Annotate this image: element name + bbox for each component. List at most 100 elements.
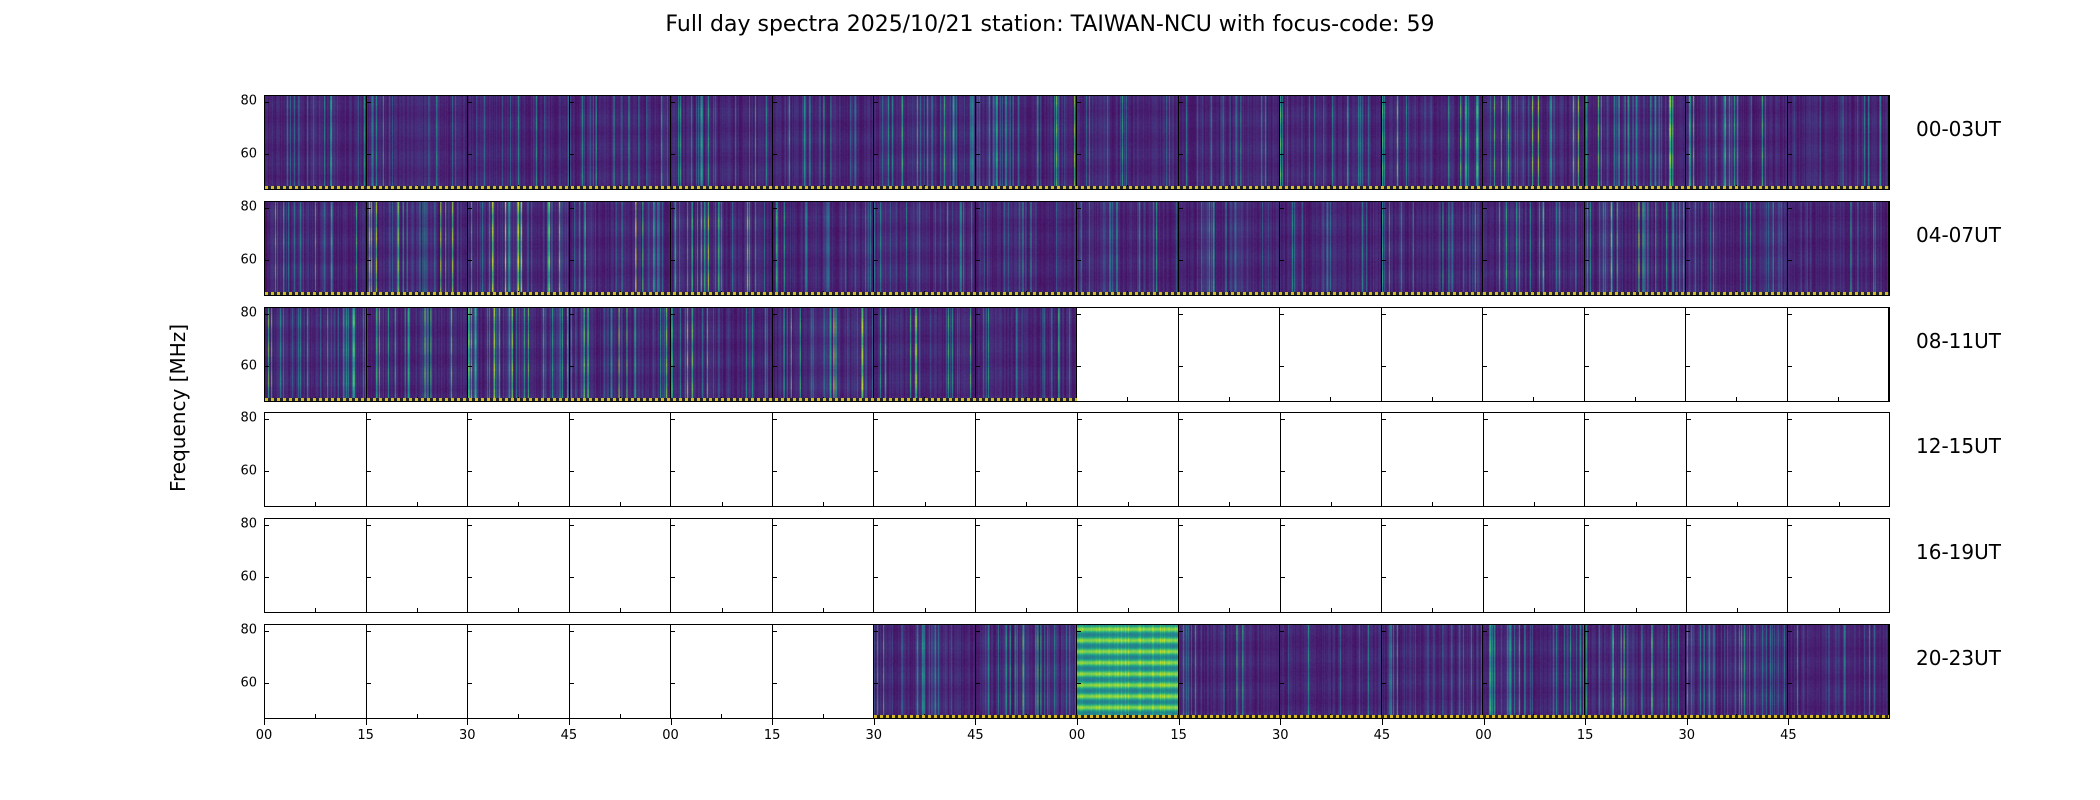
cell-x-tick-mark (1838, 502, 1840, 506)
spectrogram-cell (366, 96, 468, 189)
spectrogram-cell (1787, 202, 1889, 295)
cell-x-tick-mark (1736, 397, 1738, 401)
x-tick-mark (1483, 719, 1485, 725)
spectrogram-cell (366, 519, 469, 612)
row-label: 16-19UT (1916, 540, 2001, 564)
cell-x-tick-mark (1634, 397, 1636, 401)
cell-y-tick-mark (772, 101, 777, 103)
spectrogram-cell (874, 308, 976, 401)
cell-y-tick-mark (1483, 682, 1487, 684)
cell-y-tick-mark (975, 365, 980, 367)
spectrogram-canvas (874, 625, 975, 718)
spectrogram-cell (1585, 519, 1687, 612)
cell-y-tick-mark (1686, 313, 1690, 315)
spectrogram-canvas (772, 308, 873, 401)
y-tick-label: 60 (240, 252, 257, 268)
cell-y-tick-mark (468, 101, 472, 103)
cell-y-tick-mark (1584, 682, 1589, 684)
cell-y-tick-mark (468, 207, 472, 209)
cell-y-tick-mark (569, 682, 574, 684)
cell-y-tick-mark (874, 682, 878, 684)
cell-y-tick-mark (874, 153, 878, 155)
x-tick-mark (975, 719, 977, 725)
spectra-row-00-03ut (264, 95, 1890, 190)
cell-y-tick-mark (1584, 207, 1589, 209)
spectrogram-canvas (366, 308, 467, 401)
cell-y-tick-mark (1178, 153, 1183, 155)
cell-x-tick-mark (315, 608, 317, 612)
spectrogram-canvas (1787, 96, 1888, 189)
cell-y-tick-mark (1381, 259, 1386, 261)
spectrogram-canvas (366, 202, 467, 295)
x-tick-mark (365, 719, 367, 725)
spectrogram-canvas (671, 96, 772, 189)
spectrogram-cell (366, 308, 468, 401)
cell-y-tick-mark (1483, 576, 1488, 578)
spectrogram-cell (671, 308, 773, 401)
spectrogram-cell (975, 413, 1078, 506)
spectrogram-cell (569, 308, 671, 401)
cell-y-tick-mark (1381, 153, 1386, 155)
y-tick-label: 60 (240, 569, 257, 585)
spectrogram-cell (468, 519, 570, 612)
cell-x-tick-mark (518, 714, 520, 718)
cell-y-tick-mark (1686, 524, 1691, 526)
cell-y-tick-mark (1585, 418, 1590, 420)
cell-y-tick-mark (1788, 524, 1793, 526)
x-tick-mark (1280, 719, 1282, 725)
x-tick-label: 15 (357, 728, 374, 743)
spectrogram-cell (975, 519, 1078, 612)
cell-x-tick-mark (619, 714, 621, 718)
cell-y-tick-mark (468, 259, 472, 261)
cell-y-tick-mark (975, 153, 980, 155)
cell-y-tick-mark (975, 101, 980, 103)
x-tick-mark (1381, 719, 1383, 725)
cell-y-tick-mark (366, 470, 371, 472)
cell-y-tick-mark (1686, 365, 1690, 367)
x-tick-label: 30 (458, 728, 476, 743)
cell-y-tick-mark (975, 470, 980, 472)
spectrogram-cell (468, 625, 570, 718)
cell-y-tick-mark (265, 470, 269, 472)
spectrogram-canvas (1483, 96, 1584, 189)
spectrogram-cell (1584, 625, 1686, 718)
spectrogram-cell (1077, 308, 1179, 401)
cell-x-tick-mark (721, 608, 723, 612)
cell-x-tick-mark (1432, 502, 1434, 506)
cell-y-tick-mark (1178, 365, 1183, 367)
x-tick-mark (670, 719, 672, 725)
cell-y-tick-mark (1483, 365, 1487, 367)
cell-x-tick-mark (924, 502, 926, 506)
row-label: 12-15UT (1916, 434, 2001, 458)
spectrogram-cell (1788, 519, 1889, 612)
x-tick-mark (1686, 719, 1688, 725)
cell-y-tick-mark (1077, 259, 1081, 261)
spectrogram-canvas (468, 96, 569, 189)
cell-y-tick-mark (671, 630, 675, 632)
cell-y-tick-mark (1077, 682, 1081, 684)
row-label: 04-07UT (1916, 223, 2001, 247)
spectrogram-canvas (468, 308, 569, 401)
cell-y-tick-mark (1077, 470, 1082, 472)
cell-y-tick-mark (265, 101, 269, 103)
spectrogram-cell (1381, 625, 1483, 718)
cell-y-tick-mark (671, 259, 675, 261)
y-tick-label: 60 (240, 146, 257, 162)
cell-y-tick-mark (874, 365, 878, 367)
spectrogram-cell (569, 625, 671, 718)
x-tick-label: 45 (1373, 728, 1391, 743)
spectrogram-cell (874, 202, 976, 295)
cell-y-tick-mark (468, 682, 472, 684)
cell-y-tick-mark (874, 101, 878, 103)
cell-y-tick-mark (1382, 418, 1387, 420)
cell-y-tick-mark (975, 682, 980, 684)
spectrogram-canvas (1178, 96, 1279, 189)
spectrogram-cell (1077, 96, 1179, 189)
cell-y-tick-mark (366, 101, 371, 103)
cell-y-tick-mark (1077, 365, 1081, 367)
cell-x-tick-mark (1534, 502, 1536, 506)
cell-x-tick-mark (315, 714, 317, 718)
cell-x-tick-mark (1635, 502, 1637, 506)
spectrogram-cell (1382, 413, 1484, 506)
spectra-row-12-15ut (264, 412, 1890, 507)
